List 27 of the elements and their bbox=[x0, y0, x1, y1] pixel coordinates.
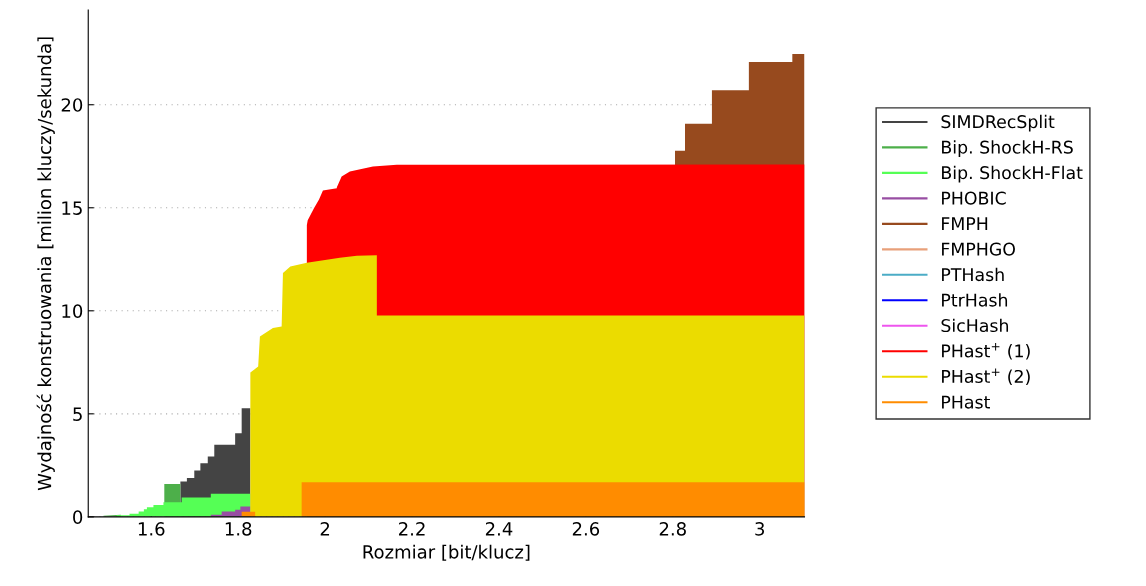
legend-label: PHast$^{+}$ (1) bbox=[942, 342, 1030, 360]
y-tick-label: 0 bbox=[73, 510, 83, 524]
y-tick-label: 10 bbox=[62, 304, 83, 318]
legend-label: SIMDRecSplit bbox=[941, 114, 1055, 132]
legend-label: SicHash bbox=[941, 318, 1009, 333]
legend-label: PHOBIC bbox=[942, 191, 1006, 205]
legend-label: PHast bbox=[942, 395, 990, 409]
legend-label: PtrHash bbox=[942, 293, 1008, 307]
legend-label: FMPHGO bbox=[942, 242, 1015, 256]
legend-label: PHast$^{+}$ (2) bbox=[942, 368, 1030, 386]
x-axis-title: Rozmiar [bit/klucz] bbox=[363, 544, 530, 561]
y-tick-label: 20 bbox=[61, 98, 83, 112]
x-tick-label: 2.2 bbox=[399, 522, 425, 536]
legend-label: Bip. ShockH-RS bbox=[942, 140, 1073, 158]
legend-label: PTHash bbox=[942, 267, 1004, 282]
x-tick-label: 3 bbox=[755, 522, 765, 536]
y-tick-label: 15 bbox=[62, 201, 82, 215]
x-tick-label: 1.6 bbox=[138, 522, 165, 536]
x-tick-label: 2.6 bbox=[572, 522, 600, 536]
legend-label: FMPH bbox=[942, 217, 988, 230]
x-tick-label: 2.8 bbox=[659, 522, 686, 536]
legend-label: Bip. ShockH-Flat bbox=[942, 165, 1083, 183]
y-axis-title: Wydajność konstruowania [milion kluczy/sekunda] bbox=[36, 37, 55, 491]
y-tick-label: 5 bbox=[73, 407, 82, 421]
x-tick-label: 2 bbox=[320, 522, 330, 536]
x-tick-label: 2.4 bbox=[485, 522, 513, 536]
x-tick-label: 1.8 bbox=[225, 522, 252, 536]
